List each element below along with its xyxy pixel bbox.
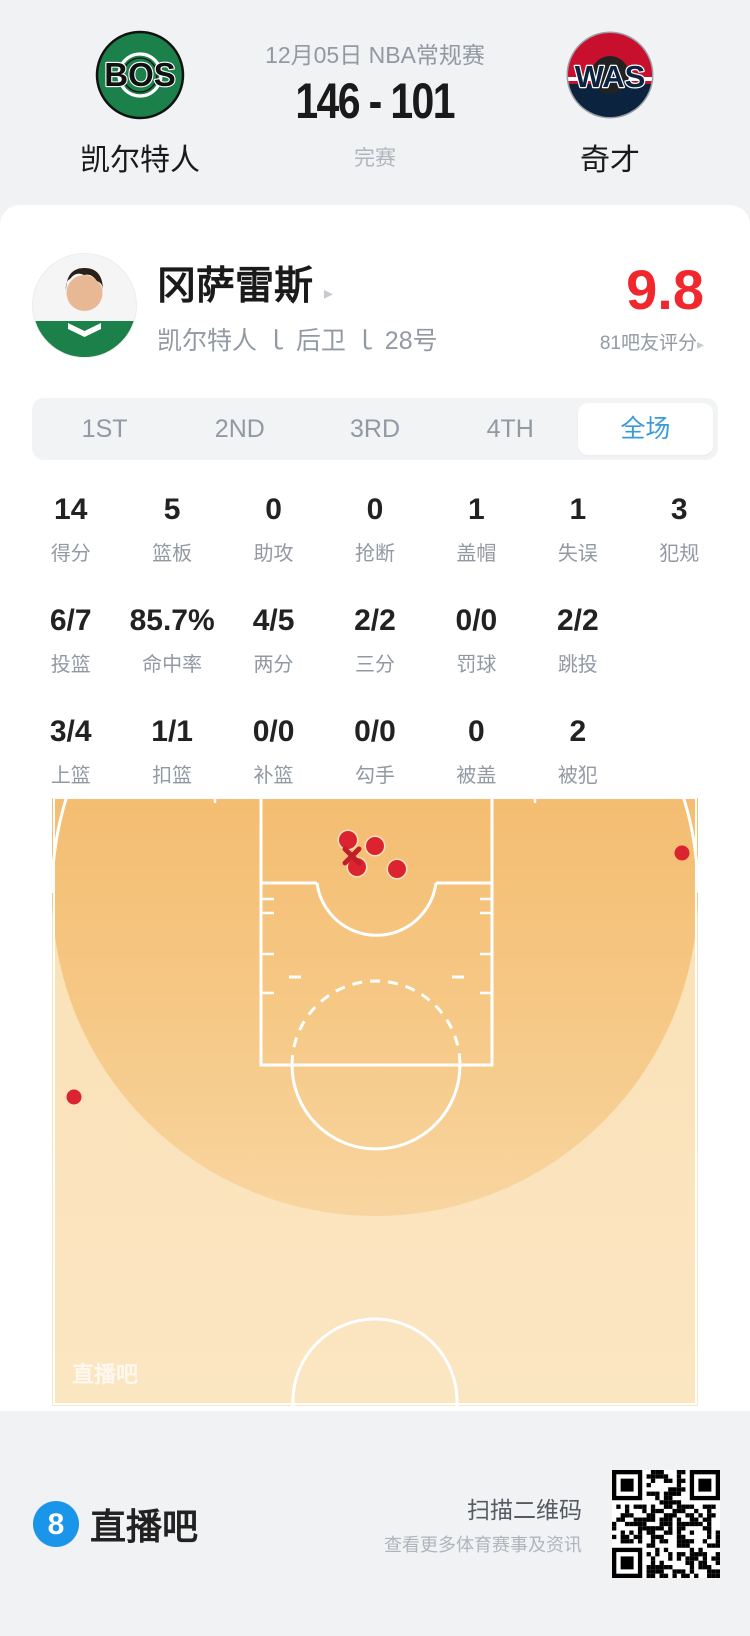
- svg-text:BOS: BOS: [104, 56, 176, 93]
- svg-text:WAS: WAS: [575, 59, 646, 94]
- svg-text:8: 8: [48, 1508, 65, 1541]
- svg-text:直播吧: 直播吧: [72, 1362, 138, 1387]
